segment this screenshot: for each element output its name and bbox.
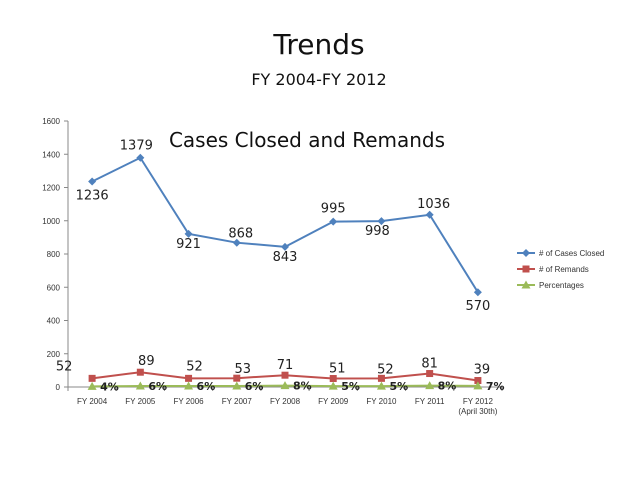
cases-data-label: 1236 xyxy=(76,189,109,204)
percentage-data-label: 6% xyxy=(148,380,167,393)
y-tick-label: 1600 xyxy=(42,117,60,126)
y-tick-label: 1000 xyxy=(42,217,60,226)
series-2-point xyxy=(135,381,145,390)
cases-data-label: 998 xyxy=(365,224,390,239)
series-1-point xyxy=(88,374,96,382)
remands-data-label: 52 xyxy=(186,359,203,374)
remands-data-label: 39 xyxy=(474,363,491,378)
slide-subtitle: FY 2004-FY 2012 xyxy=(251,70,387,89)
legend-marker xyxy=(522,249,530,257)
percentage-data-label: 7% xyxy=(486,380,505,393)
remands-data-label: 51 xyxy=(329,362,346,377)
remands-data-label: 53 xyxy=(235,362,252,377)
series-0-point xyxy=(184,229,193,238)
series-1-point xyxy=(233,374,241,382)
cases-data-label: 843 xyxy=(273,250,298,265)
series-0-point xyxy=(88,177,97,186)
remands-data-label: 89 xyxy=(138,354,155,369)
y-tick-label: 400 xyxy=(47,317,61,326)
series-0-point xyxy=(329,217,338,226)
x-tick-label: FY 2005 xyxy=(125,397,156,406)
series-1-point xyxy=(377,374,385,382)
series-0-point xyxy=(473,288,482,297)
legend-label: # of Remands xyxy=(539,265,589,274)
remands-data-label: 71 xyxy=(277,358,294,373)
cases-data-label: 1379 xyxy=(120,139,153,154)
series-2-point xyxy=(184,381,194,390)
cases-data-label: 921 xyxy=(176,237,201,252)
y-tick-label: 600 xyxy=(47,283,61,292)
legend-marker xyxy=(521,280,531,289)
legend-label: # of Cases Closed xyxy=(539,249,604,258)
x-tick-label: FY 2007 xyxy=(222,397,253,406)
series-2-point xyxy=(280,381,290,390)
remands-data-label: 52 xyxy=(377,362,394,377)
percentage-data-label: 6% xyxy=(245,380,264,393)
x-tick-label: FY 2010 xyxy=(366,397,397,406)
cases-data-label: 1036 xyxy=(417,197,450,212)
series-0-point xyxy=(136,153,145,162)
y-tick-label: 1400 xyxy=(42,150,60,159)
series-0-point xyxy=(425,210,434,219)
series-2-point xyxy=(328,381,338,390)
legend-label: Percentages xyxy=(539,281,584,290)
x-tick-label: FY 2009 xyxy=(318,397,349,406)
x-tick-label: FY 2011 xyxy=(415,397,445,406)
chart-title: Cases Closed and Remands xyxy=(169,128,445,152)
series-2-point xyxy=(232,381,242,390)
x-tick-label: FY 2012 xyxy=(463,397,494,406)
y-tick-label: 1200 xyxy=(42,184,60,193)
y-tick-label: 0 xyxy=(56,383,61,392)
percentage-data-label: 8% xyxy=(293,380,312,393)
y-tick-label: 200 xyxy=(47,350,61,359)
percentage-data-label: 6% xyxy=(197,380,216,393)
series-2-point xyxy=(376,381,386,390)
series-0-point xyxy=(281,242,289,251)
remands-data-label: 52 xyxy=(56,359,73,374)
series-2-point xyxy=(87,381,97,390)
percentage-data-label: 5% xyxy=(341,380,360,393)
y-tick-label: 800 xyxy=(47,250,61,259)
x-tick-label: FY 2006 xyxy=(174,397,205,406)
series-1-point xyxy=(474,377,482,385)
percentage-data-label: 8% xyxy=(438,380,457,393)
percentage-data-label: 5% xyxy=(389,380,408,393)
series-line-0 xyxy=(91,156,479,293)
series-1-point xyxy=(136,368,144,376)
x-tick-label: FY 2004 xyxy=(77,397,108,406)
x-tick-label: FY 2008 xyxy=(270,397,301,406)
series-0-point xyxy=(232,238,241,247)
series-2-point xyxy=(425,381,435,390)
legend-marker xyxy=(522,265,530,273)
cases-data-label: 995 xyxy=(321,202,346,217)
series-1-point xyxy=(281,371,289,379)
cases-data-label: 868 xyxy=(228,227,253,242)
series-0-point xyxy=(377,217,386,226)
series-1-point xyxy=(185,374,193,382)
x-tick-label: (April 30th) xyxy=(458,407,497,416)
cases-data-label: 570 xyxy=(465,299,490,314)
series-1-point xyxy=(329,375,337,383)
series-1-point xyxy=(426,370,434,378)
percentage-data-label: 4% xyxy=(100,380,119,393)
remands-data-label: 81 xyxy=(421,357,438,372)
slide-title: Trends xyxy=(273,28,365,61)
series-2-point xyxy=(473,381,483,390)
